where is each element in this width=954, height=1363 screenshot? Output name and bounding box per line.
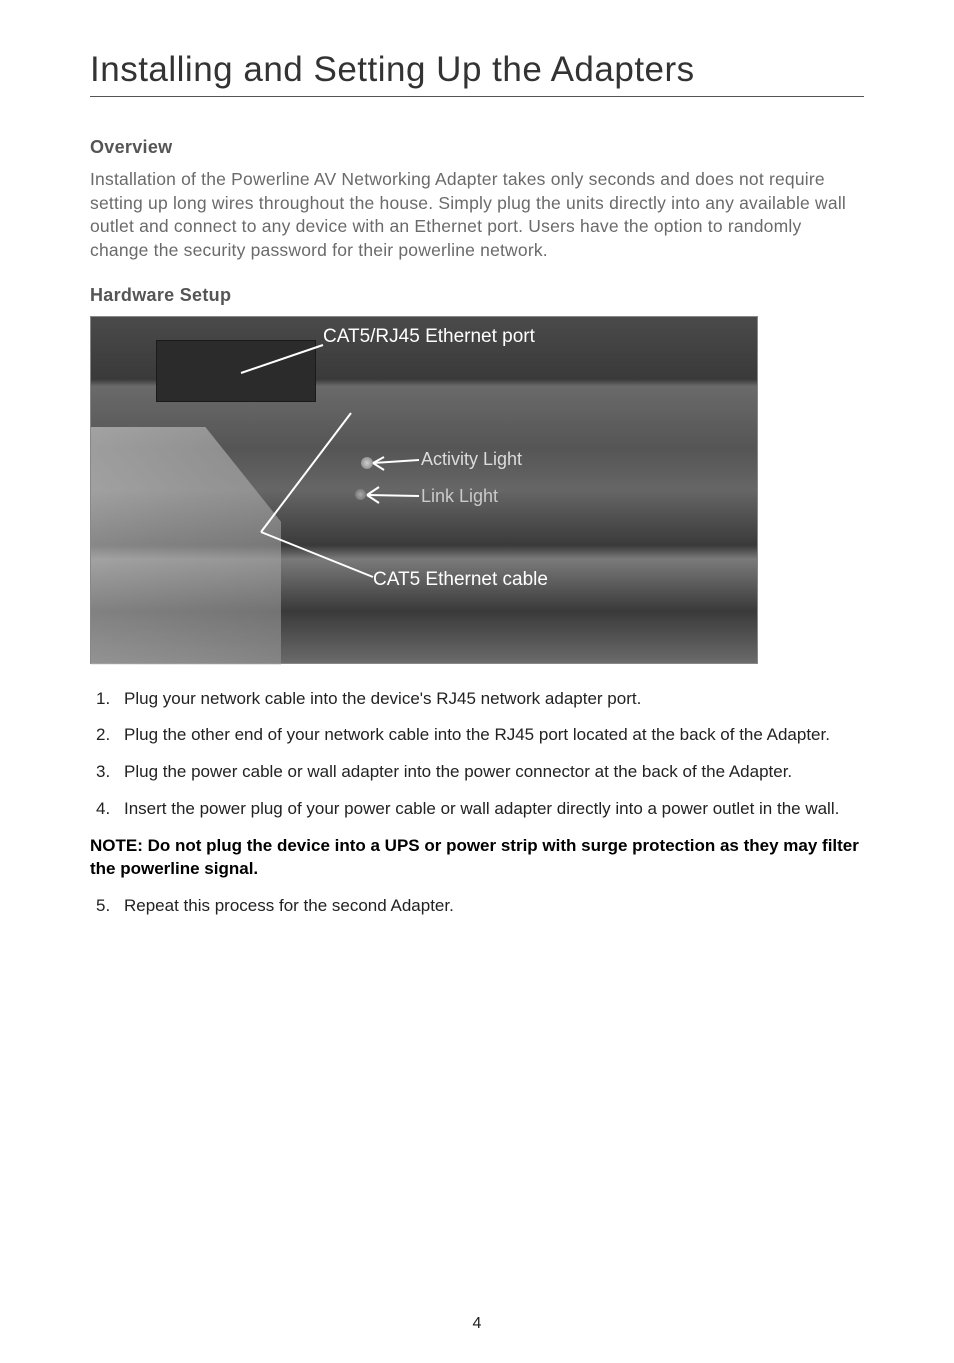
- ethernet-port-region: [156, 340, 316, 402]
- page-title: Installing and Setting Up the Adapters: [90, 50, 864, 90]
- ethernet-cable-region: [91, 427, 281, 665]
- overview-heading: Overview: [90, 137, 864, 158]
- overview-text: Installation of the Powerline AV Network…: [90, 168, 864, 263]
- hardware-diagram: CAT5/RJ45 Ethernet port Activity Light L…: [90, 316, 758, 664]
- note-text: NOTE: Do not plug the device into a UPS …: [90, 835, 864, 881]
- diagram-label-cable: CAT5 Ethernet cable: [373, 569, 548, 591]
- setup-step: Plug the other end of your network cable…: [90, 724, 864, 747]
- activity-light-dot: [361, 457, 373, 469]
- setup-step: Plug your network cable into the device'…: [90, 688, 864, 711]
- title-rule: [90, 96, 864, 97]
- setup-step: Plug the power cable or wall adapter int…: [90, 761, 864, 784]
- page-number: 4: [0, 1315, 954, 1333]
- setup-steps-list-2: Repeat this process for the second Adapt…: [90, 895, 864, 918]
- diagram-label-link: Link Light: [421, 486, 498, 507]
- setup-steps-list: Plug your network cable into the device'…: [90, 688, 864, 822]
- setup-step: Repeat this process for the second Adapt…: [90, 895, 864, 918]
- diagram-label-port: CAT5/RJ45 Ethernet port: [323, 326, 535, 348]
- hardware-heading: Hardware Setup: [90, 285, 864, 306]
- setup-step: Insert the power plug of your power cabl…: [90, 798, 864, 821]
- diagram-label-activity: Activity Light: [421, 449, 522, 470]
- link-light-dot: [355, 489, 366, 500]
